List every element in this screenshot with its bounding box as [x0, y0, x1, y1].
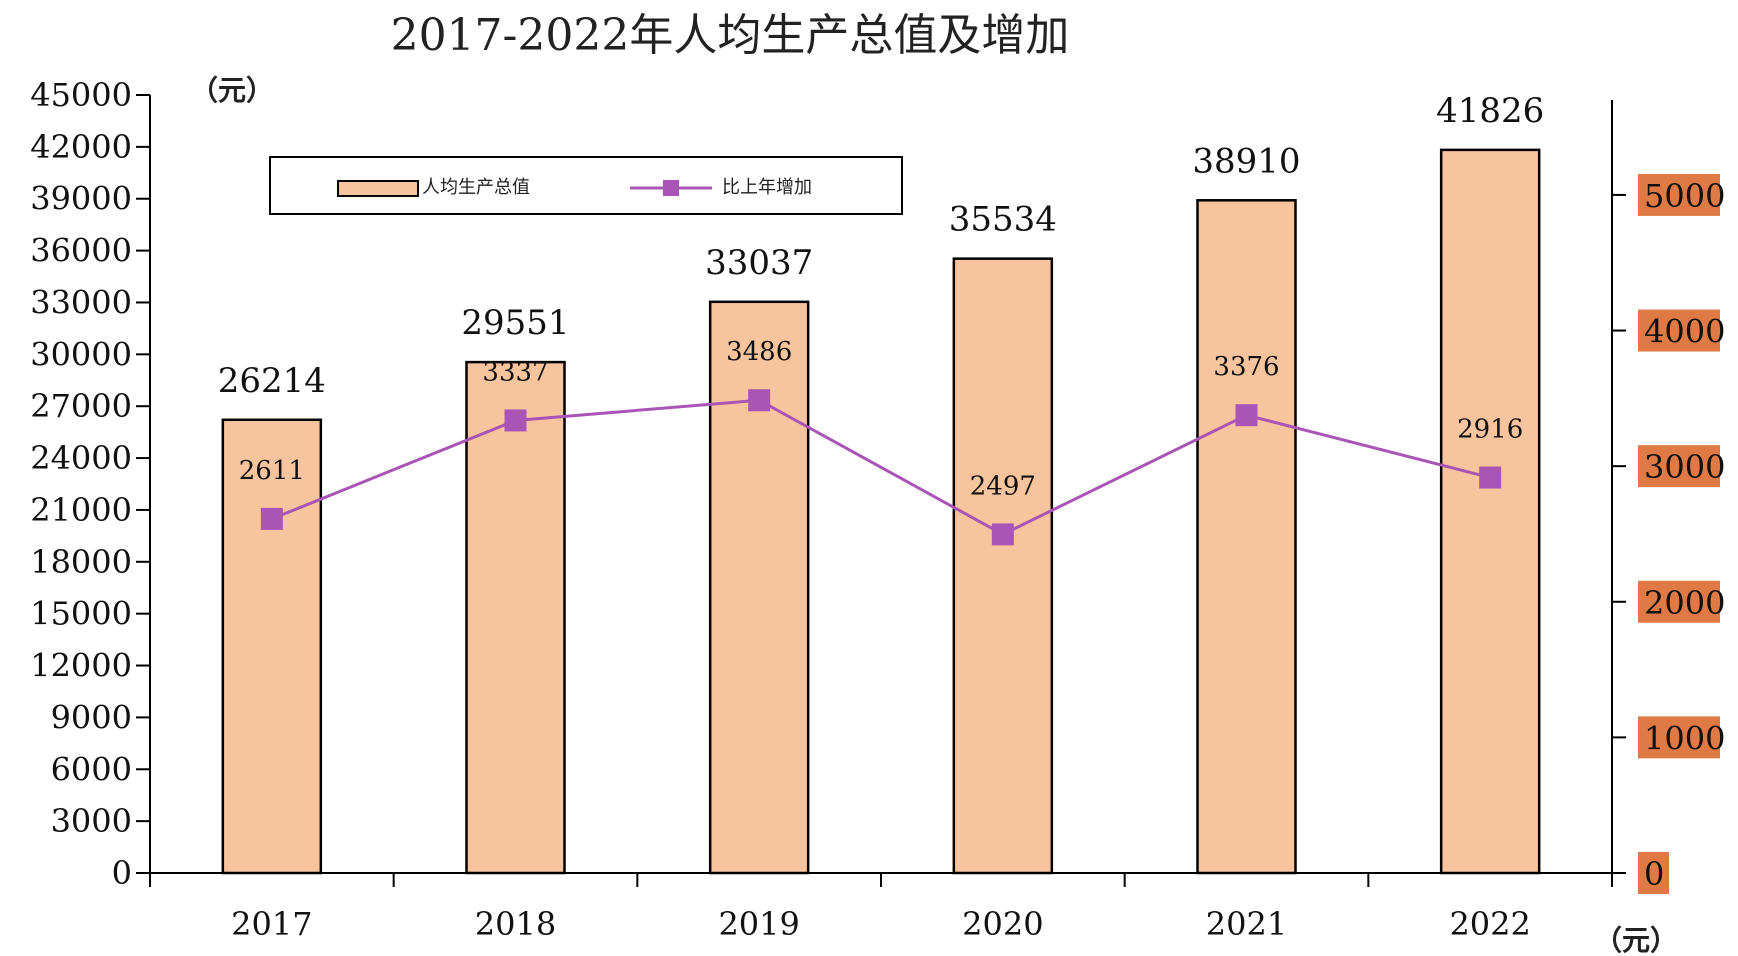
right-tick-bg [1638, 716, 1720, 759]
line-data-label: 2497 [970, 471, 1036, 501]
legend-label-line: 比上年增加 [722, 177, 812, 197]
left-tick-label: 42000 [30, 128, 132, 166]
left-tick-label: 30000 [30, 335, 132, 373]
legend-swatch-marker [663, 180, 679, 196]
line-data-label: 2916 [1457, 415, 1523, 445]
left-tick-label: 27000 [30, 387, 132, 425]
line-marker [504, 409, 527, 432]
line-data-label: 3337 [482, 357, 548, 387]
right-tick-bg [1638, 309, 1720, 352]
bar-data-label: 26214 [218, 361, 326, 401]
right-tick-label: 3000 [1644, 448, 1725, 486]
left-tick-label: 3000 [51, 802, 132, 840]
line-marker [748, 389, 771, 412]
left-tick-label: 18000 [30, 543, 132, 581]
legend-label-bar: 人均生产总值 [422, 177, 530, 197]
line-marker [1479, 466, 1502, 489]
x-tick-label: 2020 [962, 905, 1043, 943]
bar [1196, 199, 1297, 875]
right-tick-bg [1638, 173, 1720, 216]
right-tick-bg [1638, 852, 1669, 894]
legend: 人均生产总值 比上年增加 [269, 156, 903, 215]
bar [952, 257, 1054, 875]
left-tick-label: 24000 [30, 439, 132, 477]
bar [221, 418, 323, 875]
legend-swatch-bar [337, 180, 419, 197]
bar [708, 300, 810, 875]
left-tick-label: 36000 [30, 232, 132, 270]
left-tick-label: 6000 [51, 750, 132, 788]
plot-area: 0 3000 6000 9000 12000 15000 18000 21000 24000 27… [30, 76, 1725, 943]
left-tick-label: 9000 [51, 698, 132, 736]
right-tick-label: 1000 [1644, 719, 1725, 757]
line-marker [260, 507, 283, 530]
right-tick-label: 0 [1644, 855, 1664, 893]
line-data-label: 3376 [1213, 352, 1279, 382]
right-tick-bg [1638, 580, 1720, 623]
line-data-label: 3486 [726, 337, 792, 367]
right-tick-label: 5000 [1644, 177, 1725, 215]
bar-data-label: 33037 [705, 243, 813, 283]
left-tick-label: 0 [112, 854, 132, 892]
left-tick-label: 15000 [30, 595, 132, 633]
left-tick-label: 33000 [30, 283, 132, 321]
x-tick-label: 2022 [1449, 905, 1530, 943]
left-tick-label: 39000 [30, 180, 132, 218]
left-tick-label: 45000 [30, 76, 132, 114]
right-tick-bg [1638, 445, 1720, 488]
bar-data-label: 29551 [461, 303, 569, 343]
line-marker [1235, 404, 1258, 427]
chart-title: 2017-2022年人均生产总值及增加 [391, 10, 1070, 61]
bar-data-label: 41826 [1436, 91, 1544, 131]
left-tick-label: 12000 [30, 647, 132, 685]
bar [1439, 148, 1541, 875]
x-tick-label: 2021 [1206, 905, 1287, 943]
line-marker [991, 523, 1014, 546]
right-axis-unit-label: （元） [1594, 924, 1678, 956]
bar [465, 360, 566, 875]
left-axis-unit-label: （元） [190, 74, 274, 107]
bar-data-label: 38910 [1192, 141, 1300, 181]
bar-data-label: 35534 [949, 200, 1057, 240]
line-series [271, 398, 1491, 537]
x-tick-label: 2017 [231, 905, 312, 943]
line-data-label: 2611 [239, 456, 305, 486]
left-tick-label: 21000 [30, 491, 132, 529]
x-tick-label: 2019 [718, 905, 799, 943]
right-tick-label: 2000 [1644, 584, 1725, 622]
right-tick-label: 4000 [1644, 313, 1725, 351]
x-tick-label: 2018 [475, 905, 556, 943]
